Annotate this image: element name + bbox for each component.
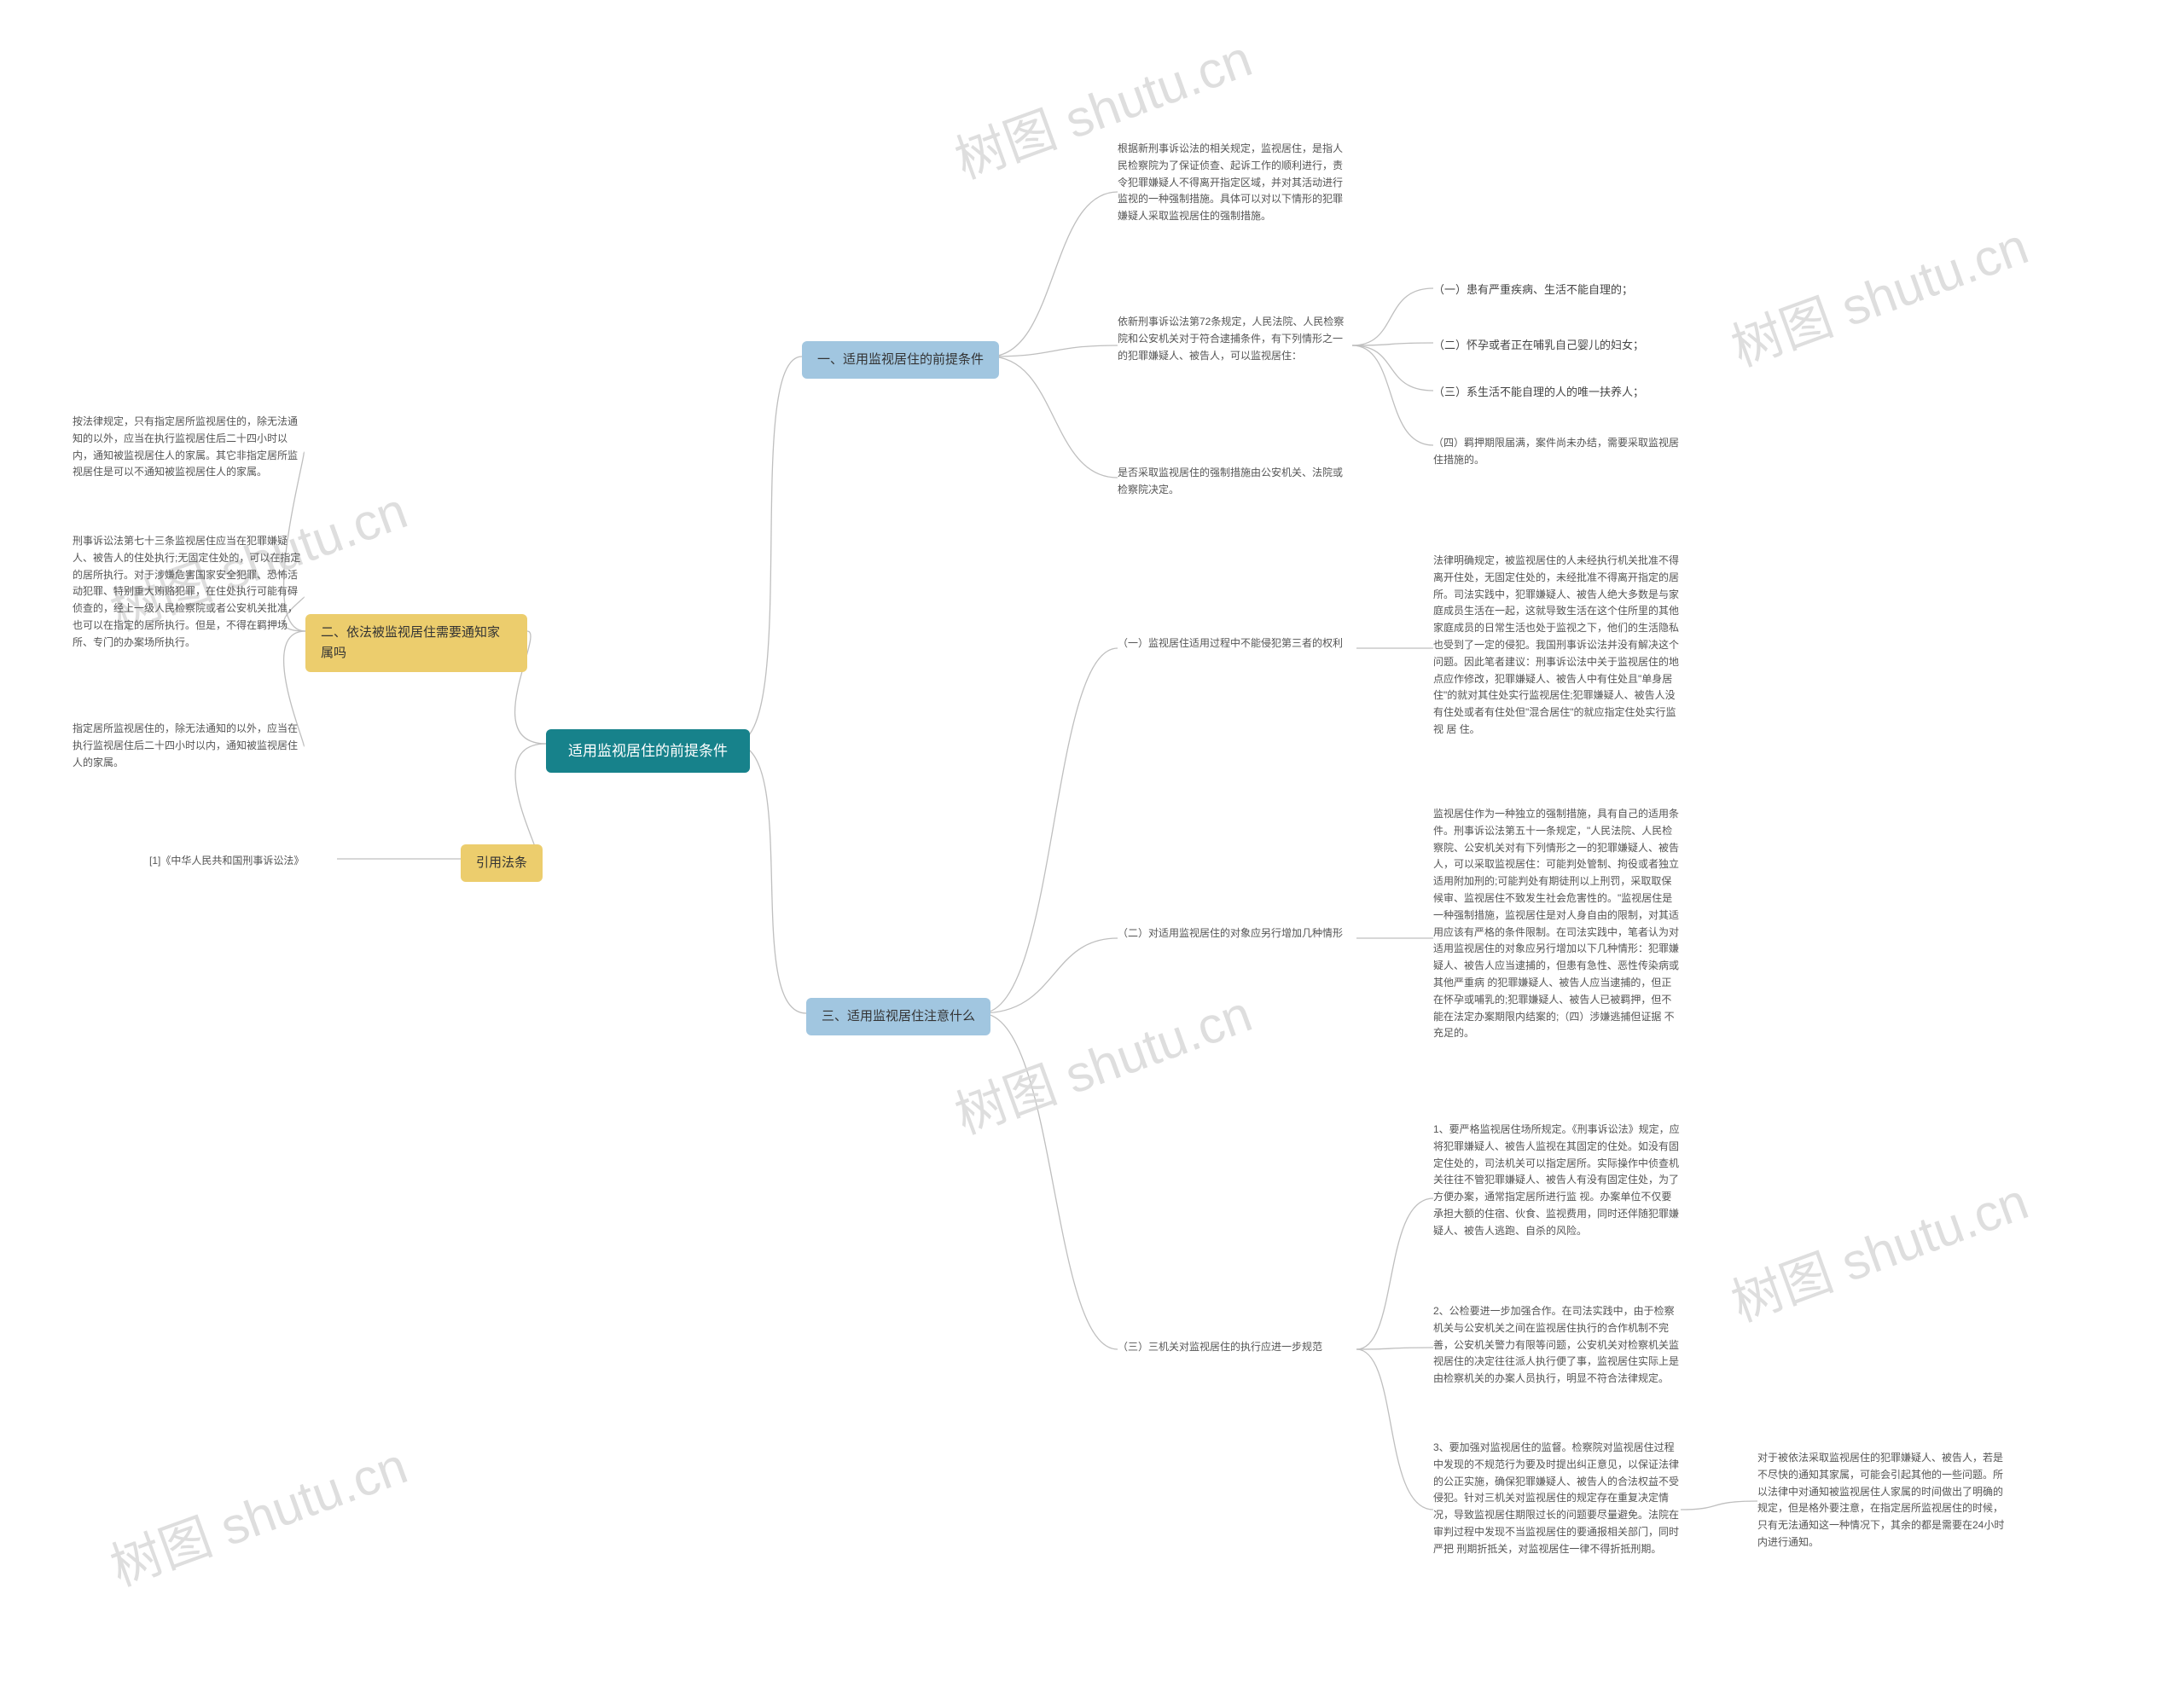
c3c-3: 3、要加强对监视居住的监督。检察院对监视居住过程中发现的不规范行为要及时提出纠正… <box>1433 1440 1681 1558</box>
branch-two[interactable]: 二、依法被监视居住需要通知家属吗 <box>305 614 527 672</box>
leaf-3: （三）系生活不能自理的人的唯一扶养人； <box>1433 384 1644 402</box>
c3c-2: 2、公检要进一步加强合作。在司法实践中，由于检察机关与公安机关之间在监视居住执行… <box>1433 1303 1681 1388</box>
leaf-1: （一）患有严重疾病、生活不能自理的； <box>1433 281 1633 299</box>
root-node[interactable]: 适用监视居住的前提条件 <box>546 729 750 773</box>
branch-ref[interactable]: 引用法条 <box>461 844 543 882</box>
branch-one[interactable]: 一、适用监视居住的前提条件 <box>802 341 999 379</box>
c3c: （三）三机关对监视居住的执行应进一步规范 <box>1118 1339 1356 1356</box>
c3b-detail: 监视居住作为一种独立的强制措施，具有自己的适用条件。刑事诉讼法第五十一条规定，"… <box>1433 806 1681 1042</box>
watermark: 树图 shutu.cn <box>99 1424 415 1600</box>
c3a-detail: 法律明确规定，被监视居住的人未经执行机关批准不得离开住处，无固定住处的，未经批准… <box>1433 553 1681 739</box>
watermark: 树图 shutu.cn <box>944 972 1260 1148</box>
note-ref: [1]《中华人民共和国刑事诉讼法》 <box>149 853 337 870</box>
c3c-1: 1、要严格监视居住场所规定。《刑事诉讼法》规定，应将犯罪嫌疑人、被告人监视在其固… <box>1433 1122 1681 1240</box>
leaf-4: （四）羁押期限届满，案件尚未办结，需要采取监视居住措施的。 <box>1433 435 1681 469</box>
connector-lines <box>0 0 2184 1693</box>
c3a: （一）监视居住适用过程中不能侵犯第三者的权利 <box>1118 635 1356 652</box>
c1b: 依新刑事诉讼法第72条规定，人民法院、人民检察院和公安机关对于符合逮捕条件，有下… <box>1118 314 1352 364</box>
c3b: （二）对适用监视居住的对象应另行增加几种情形 <box>1118 925 1356 942</box>
c3c-3-detail: 对于被依法采取监视居住的犯罪嫌疑人、被告人，若是不尽快的通知其家属，可能会引起其… <box>1757 1450 2005 1551</box>
c1a: 根据新刑事诉讼法的相关规定，监视居住，是指人民检察院为了保证侦查、起诉工作的顺利… <box>1118 141 1352 225</box>
c1c: 是否采取监视居住的强制措施由公安机关、法院或检察院决定。 <box>1118 465 1352 499</box>
leaf-2: （二）怀孕或者正在哺乳自己婴儿的妇女； <box>1433 337 1644 355</box>
note-n1: 按法律规定，只有指定居所监视居住的，除无法通知的以外，应当在执行监视居住后二十四… <box>73 414 303 481</box>
watermark: 树图 shutu.cn <box>1720 1160 2036 1336</box>
branch-three[interactable]: 三、适用监视居住注意什么 <box>806 998 990 1035</box>
note-n2: 刑事诉讼法第七十三条监视居住应当在犯罪嫌疑人、被告人的住处执行;无固定住处的，可… <box>73 533 303 652</box>
mindmap-canvas: 树图 shutu.cn 树图 shutu.cn 树图 shutu.cn 树图 s… <box>0 0 2184 1693</box>
note-n3: 指定居所监视居住的，除无法通知的以外，应当在执行监视居住后二十四小时以内，通知被… <box>73 721 303 771</box>
watermark: 树图 shutu.cn <box>1720 205 2036 380</box>
